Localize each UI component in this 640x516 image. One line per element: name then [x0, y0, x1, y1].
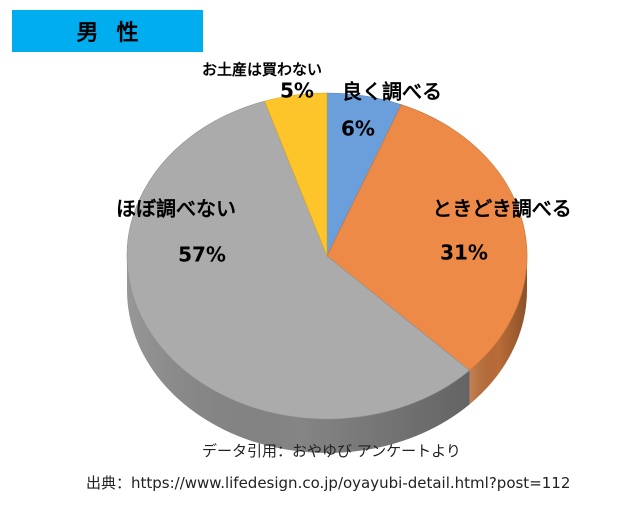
slice-value-ほぼ調べない: 57% [178, 243, 226, 267]
source-citation: 出典：https://www.lifedesign.co.jp/oyayubi-… [86, 474, 571, 492]
pie-side-shade-2 [127, 256, 470, 453]
slice-value-良く調べる: 6% [341, 117, 375, 141]
slice-label-ほぼ調べない: ほぼ調べない [116, 197, 236, 221]
chart-title: 男性 [76, 21, 157, 46]
slice-label-ときどき調べる: ときどき調べる [432, 197, 571, 221]
pie-slice-お土産は買わない [264, 92, 328, 257]
slice-value-ときどき調べる: 31% [440, 241, 488, 265]
pie-side-shade-1 [469, 256, 527, 405]
slice-label-お土産は買わない: お土産は買わない [202, 61, 322, 79]
slice-label-良く調べる: 良く調べる [342, 80, 442, 104]
pie-tops [126, 92, 528, 420]
title-badge: 男性 [12, 10, 203, 52]
slice-value-お土産は買わない: 5% [280, 79, 314, 103]
pie-slice-ときどき調べる [326, 104, 528, 371]
data-credit: データ引用：おやゆび アンケートより [202, 442, 461, 460]
pie-sides [127, 256, 527, 453]
pie-slice-ほぼ調べない [126, 100, 471, 420]
